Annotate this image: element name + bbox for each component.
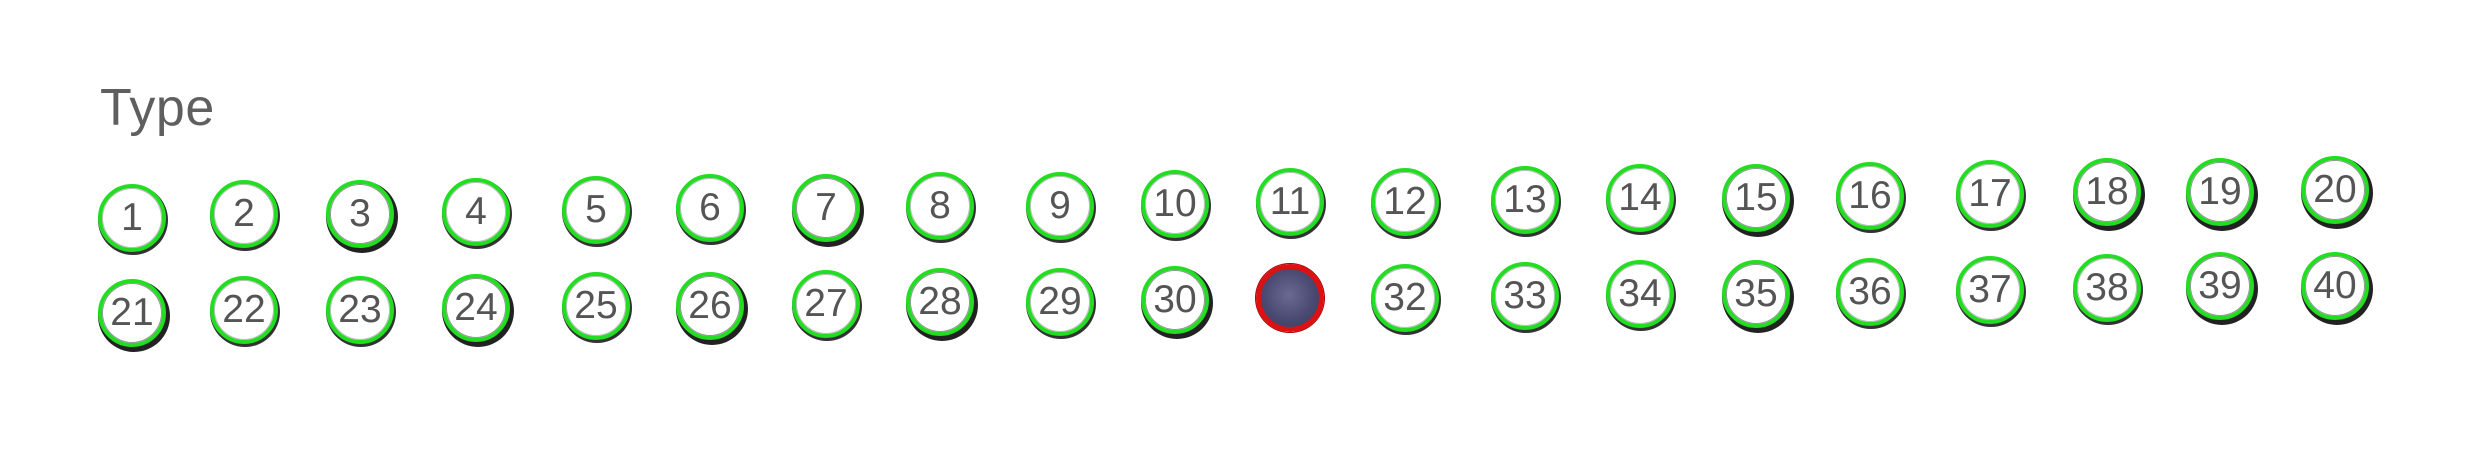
bubble-option-32[interactable]: 32 [1371, 264, 1439, 332]
bubble-option-20[interactable]: 20 [2301, 156, 2369, 224]
bubble-option-33[interactable]: 33 [1491, 262, 1559, 330]
bubble-option-24[interactable]: 24 [442, 274, 510, 342]
bubble-option-22[interactable]: 22 [210, 276, 278, 344]
type-title: Type [100, 79, 215, 137]
bubble-option-7[interactable]: 7 [792, 174, 860, 242]
bubble-option-16[interactable]: 16 [1836, 162, 1904, 230]
bubble-option-5[interactable]: 5 [562, 176, 630, 244]
bubble-option-26[interactable]: 26 [676, 272, 744, 340]
bubble-option-12[interactable]: 12 [1371, 168, 1439, 236]
bubble-option-17[interactable]: 17 [1956, 160, 2024, 228]
bubble-option-36[interactable]: 36 [1836, 258, 1904, 326]
bubble-row-2: 2122232425262728293031323334353637383940 [0, 0, 2480, 347]
bubble-option-28[interactable]: 28 [906, 268, 974, 336]
bubble-option-29[interactable]: 29 [1026, 268, 1094, 336]
bubble-row-1: 1 2 3 4 5 6 7 8 9 10 11 12 13 14 15 16 17 18 19 20 [0, 0, 2480, 252]
bubble-option-30[interactable]: 30 [1141, 266, 1209, 334]
bubble-option-13[interactable]: 13 [1491, 166, 1559, 234]
bubble-option-34[interactable]: 34 [1606, 260, 1674, 328]
bubble-option-15[interactable]: 15 [1722, 164, 1790, 232]
bubble-option-19[interactable]: 19 [2186, 158, 2254, 226]
bubble-option-35[interactable]: 35 [1722, 260, 1790, 328]
bubble-option-37[interactable]: 37 [1956, 256, 2024, 324]
bubble-option-25[interactable]: 25 [562, 272, 630, 340]
bubble-option-38[interactable]: 38 [2073, 254, 2141, 322]
bubble-option-14[interactable]: 14 [1606, 164, 1674, 232]
bubble-option-23[interactable]: 23 [326, 276, 394, 344]
bubble-option-31-selected[interactable]: 31 [1256, 264, 1324, 332]
bubble-option-39[interactable]: 39 [2186, 252, 2254, 320]
bubble-option-18[interactable]: 18 [2073, 158, 2141, 226]
bubble-option-11[interactable]: 11 [1256, 168, 1324, 236]
bubble-option-27[interactable]: 27 [792, 270, 860, 338]
bubble-option-2[interactable]: 2 [210, 180, 278, 248]
bubble-option-9[interactable]: 9 [1026, 172, 1094, 240]
bubble-option-21[interactable]: 21 [98, 279, 166, 347]
bubble-option-40[interactable]: 40 [2301, 252, 2369, 320]
bubble-option-6[interactable]: 6 [676, 174, 744, 242]
bubble-option-4[interactable]: 4 [442, 178, 510, 246]
bubble-option-10[interactable]: 10 [1141, 170, 1209, 238]
bubble-option-1[interactable]: 1 [98, 184, 166, 252]
bubble-option-8[interactable]: 8 [906, 172, 974, 240]
bubble-option-3[interactable]: 3 [326, 180, 394, 248]
